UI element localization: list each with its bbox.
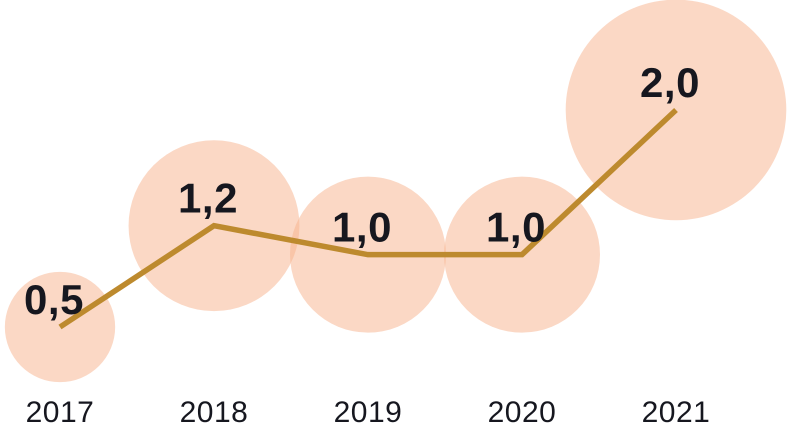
value-label-2021: 2,0 (640, 59, 700, 106)
value-label-2020: 1,0 (486, 204, 546, 251)
value-label-2019: 1,0 (332, 204, 392, 251)
trend-line (58, 107, 678, 330)
value-label-2017: 0,5 (24, 276, 84, 323)
x-axis-label-2017: 2017 (26, 396, 95, 429)
x-axis-label-2020: 2020 (488, 396, 557, 429)
x-axis-label-2018: 2018 (180, 396, 249, 429)
value-label-2018: 1,2 (178, 175, 238, 222)
x-axis-label-2019: 2019 (334, 396, 403, 429)
x-axis-label-2021: 2021 (642, 396, 711, 429)
